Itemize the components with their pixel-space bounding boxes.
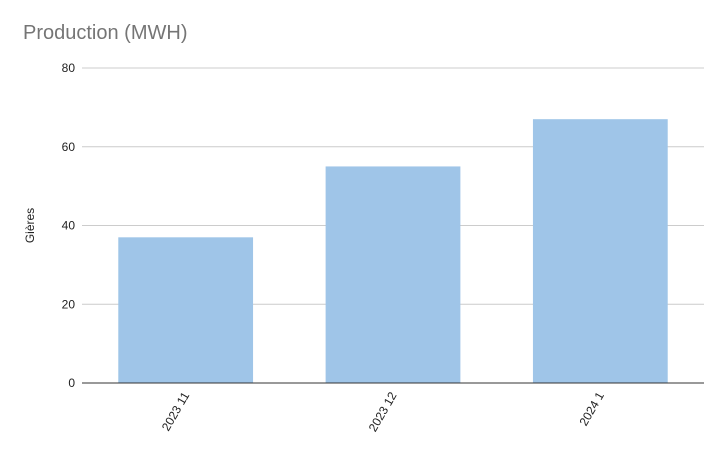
y-tick-label: 0 (68, 376, 75, 390)
x-tick-label: 2023 12 (366, 389, 400, 434)
bar-2023-11 (118, 237, 254, 383)
x-tick-labels: 2023 11 2023 12 2024 1 (159, 389, 607, 434)
y-tick-label: 20 (62, 297, 76, 311)
chart-title: Production (MWH) (23, 22, 188, 44)
bar-2024-1 (532, 119, 668, 383)
y-axis-title: Gières (23, 208, 37, 243)
y-tick-label: 40 (62, 219, 76, 233)
bar-2023-12 (325, 166, 461, 383)
x-tick-label: 2024 1 (576, 389, 607, 428)
y-tick-label: 80 (62, 61, 76, 75)
y-tick-labels: 0 20 40 60 80 (62, 61, 76, 390)
x-tick-label: 2023 11 (159, 389, 193, 433)
y-tick-label: 60 (62, 140, 76, 154)
bars (118, 119, 668, 383)
